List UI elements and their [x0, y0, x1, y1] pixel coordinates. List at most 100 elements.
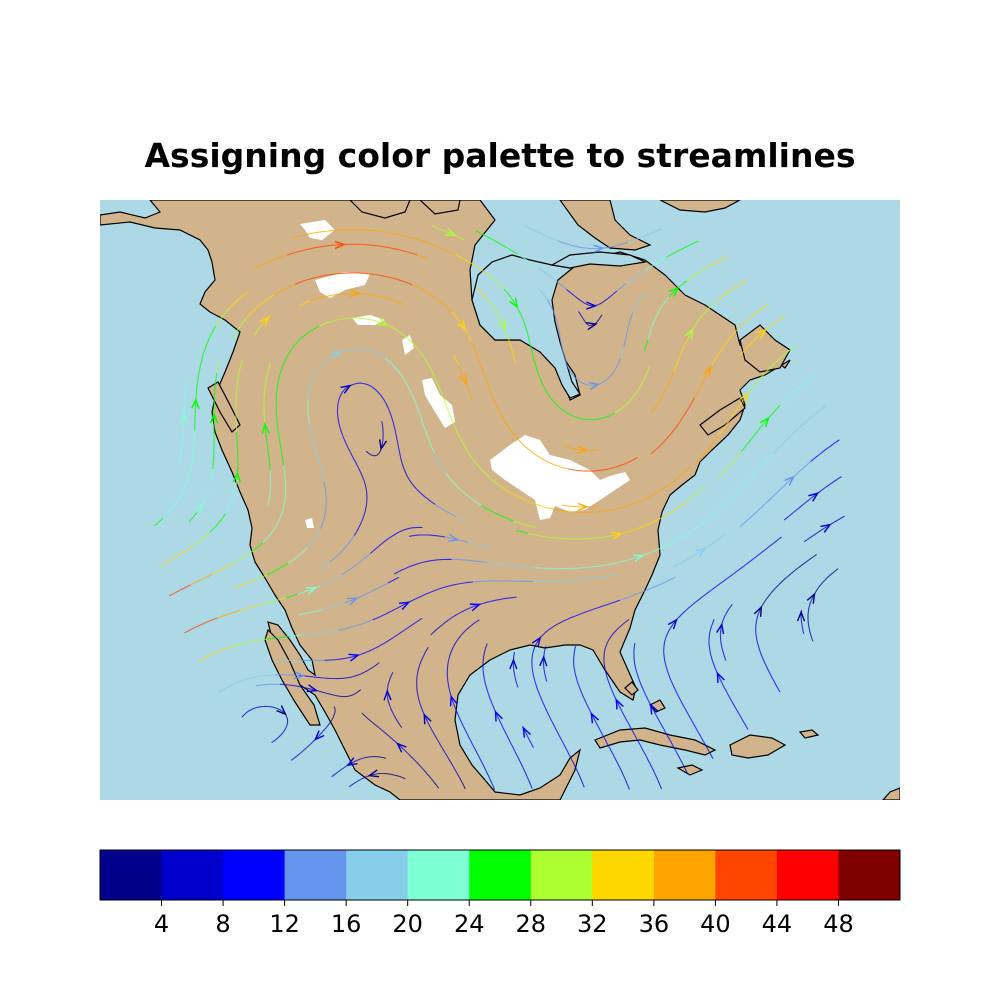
streamline-segment [236, 372, 240, 385]
streamline-segment [563, 743, 570, 756]
bahamas [624, 681, 639, 696]
streamline-segment [655, 256, 667, 264]
streamline-segment [388, 531, 400, 539]
streamline-segment [452, 422, 459, 435]
streamline-segment [526, 331, 531, 343]
streamline-segment [699, 308, 709, 319]
streamline-segment [377, 582, 389, 589]
streamline-segment [365, 450, 377, 457]
hudson-strait [550, 251, 648, 269]
streamline-arrow [348, 653, 361, 662]
streamline-segment [667, 673, 674, 686]
lakes [300, 220, 630, 528]
streamline-segment [630, 591, 643, 597]
streamline-segment [467, 735, 475, 747]
streamline-arrow [340, 384, 352, 394]
streamline-segment [478, 757, 486, 769]
streamline-segment [527, 736, 534, 748]
streamline-segment [489, 778, 496, 791]
colorbar-segment [838, 850, 901, 900]
streamline-segment [350, 689, 362, 697]
streamline-segment [408, 534, 422, 537]
streamline-segment [238, 290, 250, 300]
streamline-segment [651, 766, 658, 779]
streamline-segment [255, 574, 268, 581]
streamline-segment [393, 568, 406, 575]
streamline-segment [771, 536, 782, 545]
streamline-segment [571, 511, 584, 513]
streamline-arrow [586, 322, 598, 331]
streamline-segment [449, 644, 455, 657]
streamline-segment [659, 721, 666, 733]
streamline-segment [689, 716, 696, 728]
streamline-segment [561, 444, 574, 450]
streamline-segment [412, 284, 424, 291]
streamline-segment [668, 288, 678, 298]
streamline-segment [517, 253, 529, 262]
streamline-arrow [194, 502, 204, 514]
streamline-arrow [684, 327, 694, 340]
streamline-segment [336, 657, 349, 661]
streamline-segment [417, 657, 424, 670]
streamline-segment [497, 408, 504, 420]
colorbar: 4 8 12 16 20 24 28 32 36 40 44 48 [99, 849, 901, 938]
streamline-segment [370, 644, 383, 651]
streamline-segment [503, 418, 511, 430]
streamline-segment [463, 444, 471, 456]
streamline-segment [209, 325, 217, 337]
streamline-segment [710, 435, 719, 447]
streamline-segment [537, 689, 543, 702]
streamline-segment [800, 621, 805, 634]
streamline-segment [435, 736, 443, 748]
streamline-segment [179, 584, 191, 591]
streamline-segment [444, 536, 457, 541]
streamline-segment [664, 627, 672, 639]
streamline-segment [481, 505, 493, 512]
streamline-segment [342, 435, 348, 447]
streamline-segment [645, 262, 657, 271]
streamline-segment [632, 301, 639, 313]
streamline-segment [611, 626, 621, 637]
streamline-segment [541, 700, 548, 713]
streamline-segment [642, 689, 649, 701]
streamline-segment [748, 510, 759, 520]
streamline-segment [344, 598, 357, 604]
streamline-segment [349, 623, 362, 629]
streamline-segment [439, 463, 447, 474]
streamline-segment [470, 341, 477, 353]
streamline-segment [503, 289, 513, 300]
streamline-segment [453, 767, 461, 779]
streamline-segment [797, 420, 808, 430]
streamline-segment [266, 363, 272, 375]
streamline-segment [313, 528, 321, 540]
streamline-segment [467, 388, 473, 400]
streamline-segment [265, 434, 269, 447]
streamline-segment [338, 389, 345, 401]
streamline-segment [353, 272, 366, 275]
streamline-arrow [347, 597, 359, 606]
streamline-segment [383, 399, 390, 412]
streamline-segment [336, 412, 340, 425]
streamline-segment [190, 579, 202, 586]
streamline-segment [591, 714, 598, 726]
streamline-segment [447, 757, 455, 769]
streamline-segment [591, 469, 604, 472]
streamline-segment [561, 504, 574, 508]
streamline-segment [416, 680, 418, 693]
streamline-segment [347, 674, 359, 679]
streamline-segment [455, 254, 467, 261]
streamline-segment [585, 383, 598, 386]
streamline-segment [582, 565, 596, 569]
streamline-segment [725, 603, 733, 615]
streamline-segment [302, 633, 315, 636]
streamline-segment [453, 634, 462, 646]
streamline-segment [563, 615, 575, 622]
streamline-segment [309, 609, 322, 614]
streamline-segment [694, 386, 701, 398]
streamline-segment [187, 466, 192, 479]
streamline-segment [271, 734, 282, 744]
streamline-segment [298, 248, 311, 253]
streamline-segment [346, 446, 354, 458]
streamline-segment [606, 561, 619, 566]
streamline-segment [311, 435, 316, 448]
